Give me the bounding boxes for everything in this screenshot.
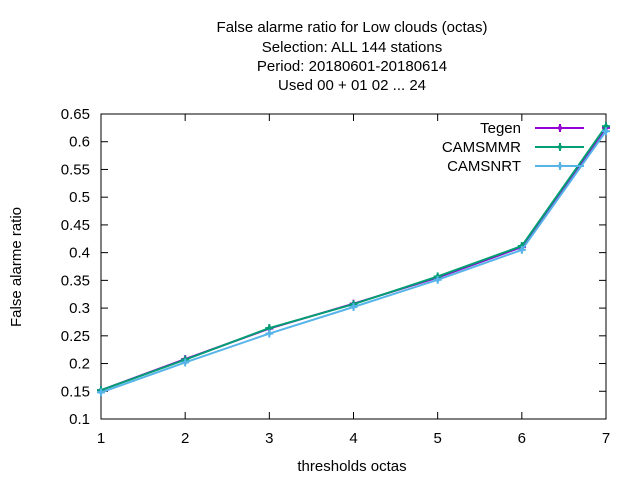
y-tick-label: 0.4: [69, 245, 90, 262]
y-tick-label: 0.1: [69, 411, 90, 428]
data-point-camsnrt: [265, 329, 274, 338]
data-point-camsnrt-dot: [435, 277, 440, 283]
x-axis-label: thresholds octas: [297, 458, 406, 475]
legend-label-camsnrt: CAMSNRT: [447, 158, 521, 175]
legend-marker-tegen-dot: [557, 125, 563, 131]
legend-marker-camsnrt: [556, 162, 564, 170]
series-layer: [97, 122, 610, 397]
y-tick-label: 0.3: [69, 300, 90, 317]
y-tick-label: 0.65: [61, 106, 90, 123]
title-line-4: Used 00 + 01 02 ... 24: [278, 77, 426, 94]
data-point-camsnrt: [97, 388, 105, 397]
y-axis-label: False alarme ratio: [8, 207, 25, 327]
plot-border: [100, 113, 607, 420]
title-line-1: False alarme ratio for Low clouds (octas…: [217, 19, 488, 36]
data-point-camsnrt-dot: [182, 360, 188, 365]
series-line-tegen: [100, 127, 607, 392]
y-tick-label: 0.55: [61, 161, 90, 178]
title-line-2: Selection: ALL 144 stations: [262, 39, 442, 56]
data-point-camsnrt: [602, 127, 610, 136]
data-point-camsnrt: [517, 245, 526, 254]
legend-marker-camsnrt-dot: [557, 163, 563, 169]
x-tick-label: 1: [97, 430, 105, 447]
legend-marker-tegen: [556, 124, 564, 132]
title-line-3: Period: 20180601-20180614: [257, 58, 447, 75]
data-point-camsmmr-dot: [267, 325, 272, 331]
series-camsmmr: [97, 122, 610, 395]
series-line-camsnrt: [100, 130, 607, 394]
data-point-camsnrt-dot: [603, 128, 609, 134]
legend: Tegen CAMSMMR CAMSNRT: [442, 120, 584, 175]
chart-title: False alarme ratio for Low clouds (octas…: [217, 19, 488, 94]
y-tick-label: 0.35: [61, 272, 90, 289]
y-tick-label: 0.15: [61, 383, 90, 400]
x-tick-label: 2: [181, 430, 189, 447]
y-tick-label: 0.2: [69, 356, 90, 373]
legend-marker-camsmmr: [556, 143, 564, 151]
data-point-camsnrt-dot: [98, 390, 104, 395]
data-point-camsnrt: [349, 302, 358, 311]
data-point-camsnrt: [181, 358, 190, 367]
data-point-camsnrt-dot: [267, 331, 272, 336]
y-tick-label: 0.6: [69, 134, 90, 151]
y-tick-label: 0.25: [61, 328, 90, 345]
series-camsnrt: [97, 127, 610, 397]
data-point-camsnrt: [433, 275, 442, 284]
x-tick-label: 7: [602, 430, 610, 447]
data-point-camsnrt-dot: [519, 247, 525, 253]
y-tick-label: 0.5: [69, 189, 90, 206]
legend-label-tegen: Tegen: [480, 120, 521, 137]
x-tick-label: 4: [349, 430, 357, 447]
x-tick-label: 3: [265, 430, 273, 447]
y-tick-label: 0.45: [61, 217, 90, 234]
axes: 0.1 0.15 0.2 0.25 0.3 0.35 0.4 0.45 0.5 0.55 0.6 0.…: [61, 106, 610, 447]
legend-label-camsmmr: CAMSMMR: [442, 139, 521, 156]
data-point-camsnrt-dot: [351, 304, 356, 310]
x-tick-label: 5: [433, 430, 441, 447]
legend-marker-camsmmr-dot: [557, 144, 563, 150]
x-tick-label: 6: [518, 430, 526, 447]
series-line-camsmmr: [100, 125, 607, 392]
series-tegen: [97, 123, 610, 395]
data-point-camsmmr-dot: [603, 124, 609, 129]
